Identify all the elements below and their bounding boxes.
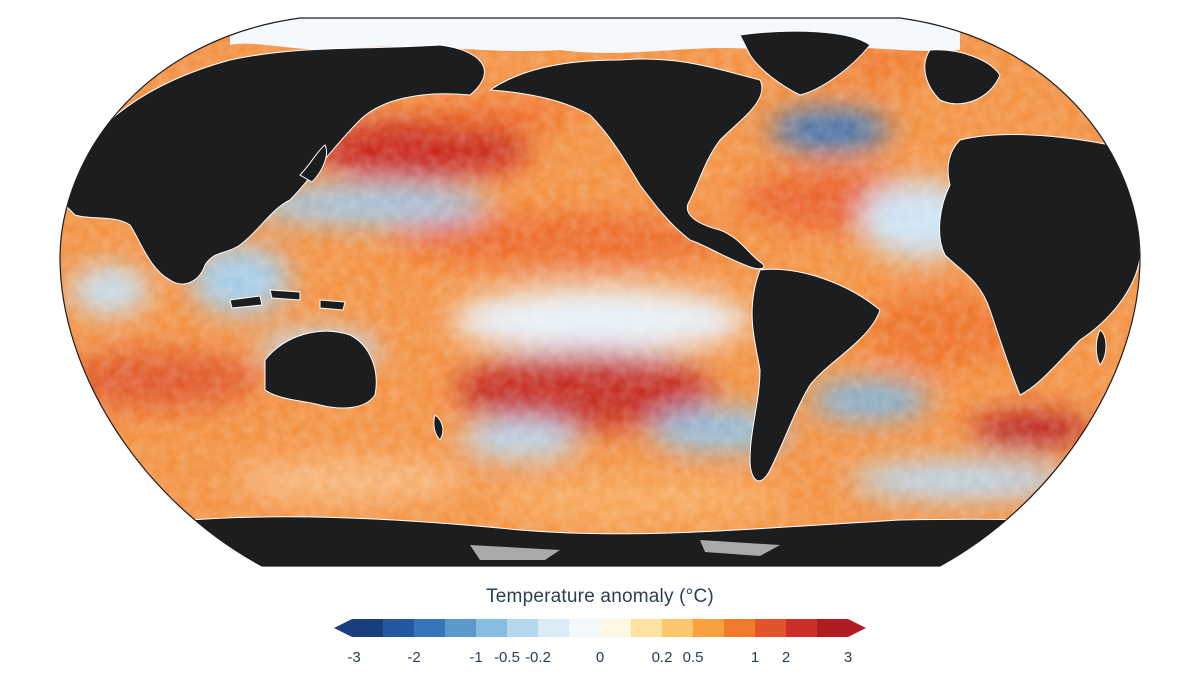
colorbar: -3 -2 -1 -0.5 -0.2 0 0.2 0.5 1 2 3 [334, 619, 866, 666]
ross-ice-shelf [470, 545, 560, 560]
colorbar-ticks: -3 -2 -1 -0.5 -0.2 0 0.2 0.5 1 2 3 [347, 649, 852, 666]
colorbar-tick-label: -1 [469, 649, 482, 666]
colorbar-tick-label: 3 [844, 649, 852, 666]
colorbar-swatch [383, 619, 415, 637]
sumatra-land [229, 295, 263, 309]
land-layer [60, 30, 1140, 566]
new-zealand-land [433, 414, 444, 441]
colorbar-swatch [724, 619, 756, 637]
colorbar-swatch [476, 619, 508, 637]
colorbar-swatch [786, 619, 818, 637]
colorbar-tick-label: -2 [407, 649, 420, 666]
colorbar-swatch [600, 619, 632, 637]
colorbar-swatch [631, 619, 663, 637]
legend-title: Temperature anomaly (°C) [486, 586, 714, 607]
colorbar-swatches [334, 619, 866, 637]
map-outline [59, 17, 1141, 567]
ocean-layer [60, 18, 1140, 566]
colorbar-tick-label: -3 [347, 649, 360, 666]
weddell-ice-shelf [700, 540, 780, 556]
map-svg [59, 17, 1141, 567]
north-america-land [488, 58, 765, 270]
colorbar-swatch [538, 619, 570, 637]
australia-land [264, 330, 377, 409]
colorbar-tick-label: 1 [751, 649, 759, 666]
colorbar-swatch [445, 619, 477, 637]
colorbar-tick-label: 0 [596, 649, 604, 666]
colorbar-swatch [414, 619, 446, 637]
japan-land [299, 144, 327, 183]
greenland-land [739, 30, 871, 96]
colorbar-arrow-right [848, 619, 866, 637]
colorbar-swatch [352, 619, 384, 637]
colorbar-swatch [817, 619, 849, 637]
anomaly-map [59, 17, 1141, 567]
colorbar-swatch [693, 619, 725, 637]
borneo-land [269, 289, 301, 301]
colorbar-swatch [569, 619, 601, 637]
colorbar-tick-label: 0.5 [683, 649, 704, 666]
colorbar-tick-label: -0.5 [494, 649, 520, 666]
scandinavia-land [924, 49, 1001, 105]
colorbar-arrow-left [334, 619, 352, 637]
colorbar-swatch [507, 619, 539, 637]
new-guinea-land [319, 299, 346, 311]
madagascar-land [1095, 329, 1107, 366]
colorbar-swatch [662, 619, 694, 637]
south-america-land [749, 268, 881, 482]
colorbar-tick-label: -0.2 [525, 649, 551, 666]
colorbar-tick-label: 0.2 [652, 649, 673, 666]
colorbar-tick-label: 2 [782, 649, 790, 666]
asia-land [60, 44, 485, 285]
colorbar-swatch [755, 619, 787, 637]
